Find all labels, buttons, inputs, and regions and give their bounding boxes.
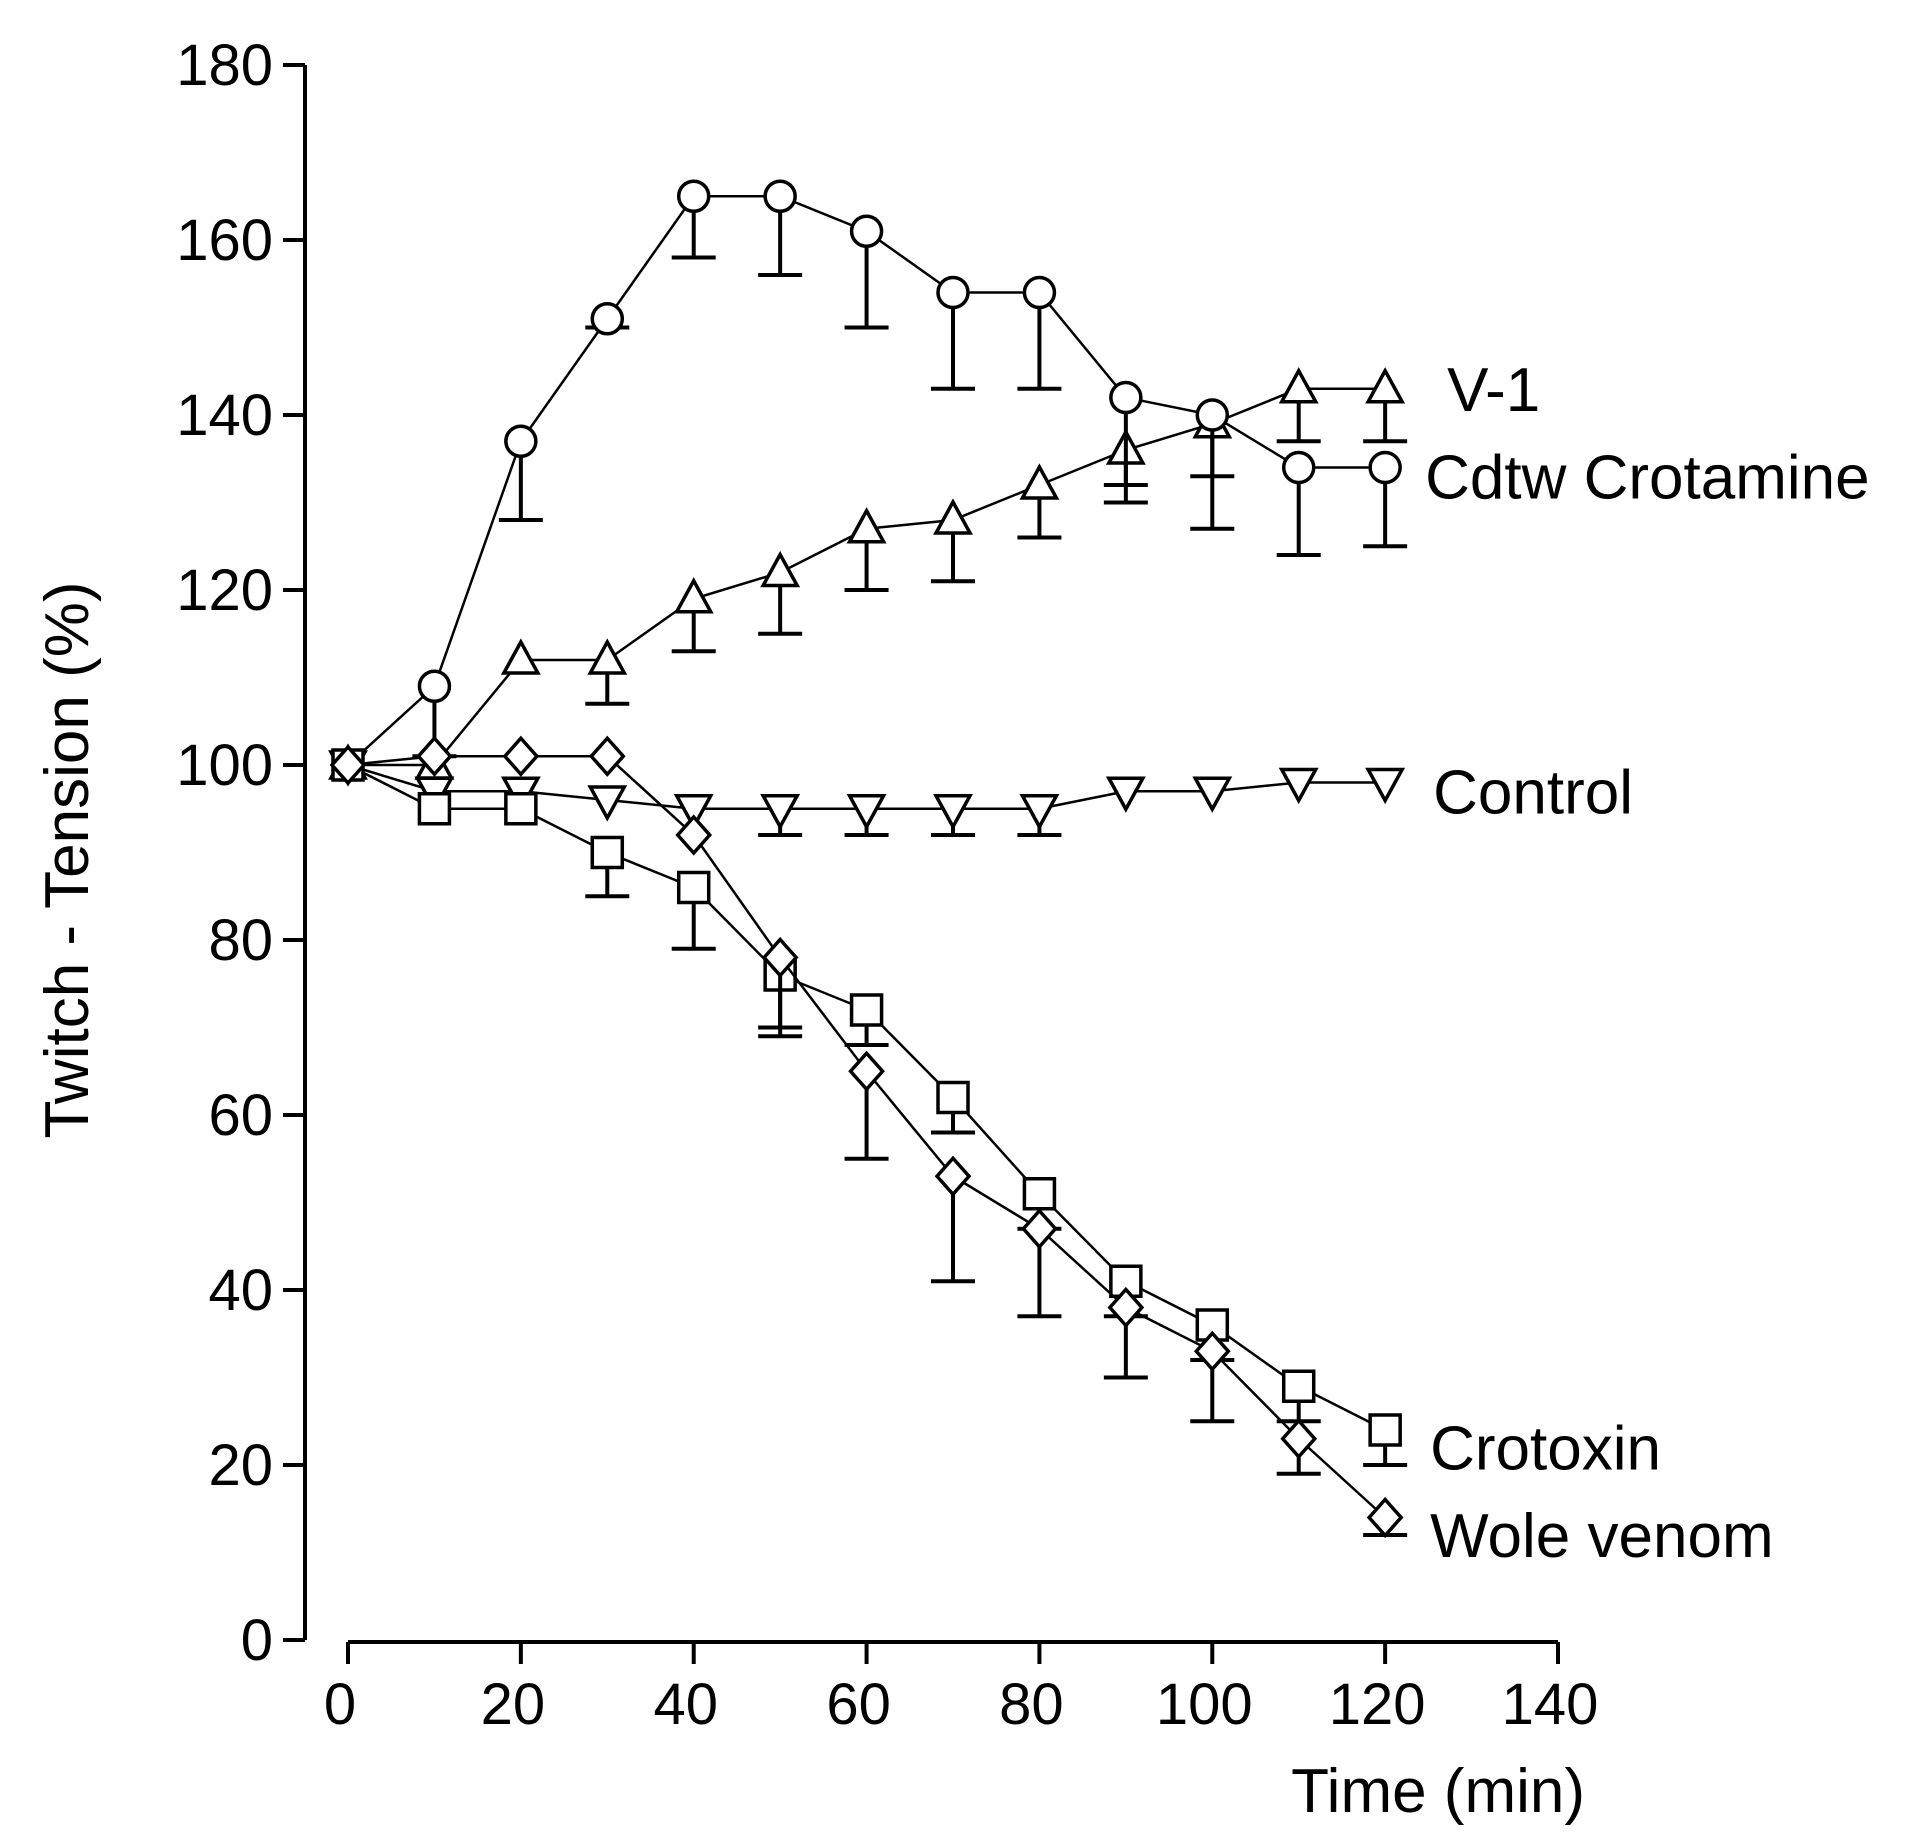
data-point [673,794,714,831]
series-label: V-1 [1447,356,1540,425]
x-tick-label: 80 [999,1672,1064,1737]
data-point [934,1155,972,1197]
x-axis-title: Time (min) [1291,1757,1585,1826]
series-wole-venom: Wole venom [329,735,1774,1571]
data-point [1365,367,1406,404]
x-tick-label: 60 [826,1672,891,1737]
y-tick-label: 160 [176,208,273,273]
x-tick-label: 20 [481,1672,546,1737]
data-point [587,785,628,822]
data-point [590,302,625,336]
data-point [760,794,801,831]
data-point [1022,1177,1057,1211]
y-tick-label: 120 [176,558,273,623]
x-tick-label: 0 [324,1672,356,1737]
x-tick-label: 40 [653,1672,718,1737]
data-point [1195,398,1230,432]
data-point [417,669,452,703]
series-crotoxin: Crotoxin [331,748,1661,1484]
data-point [933,794,973,831]
x-tick-label: 140 [1502,1672,1599,1737]
data-point [849,214,884,248]
data-point [1281,450,1316,485]
data-point [676,870,711,905]
plot-area: V-1 Cdtw Crotamine Control Crotoxin Wole ven… [328,179,1870,1571]
y-tick-label: 0 [241,1608,273,1673]
series-label: Control [1433,758,1633,827]
y-tick-label: 60 [208,1083,273,1148]
data-point [588,735,626,777]
series-label: Crotoxin [1430,1415,1661,1484]
data-point [1368,1413,1402,1447]
series-label: Wole venom [1430,1502,1773,1571]
data-point [1109,380,1143,415]
data-point [1021,1208,1058,1250]
data-point [848,1050,885,1092]
data-point [676,179,711,213]
data-point [504,424,538,458]
data-point [1365,767,1406,805]
data-point [1022,275,1057,310]
series-control: Control [328,750,1633,837]
data-point [1281,1369,1316,1403]
data-point [500,638,541,675]
x-ticks: 0 20 40 60 80 100 120 140 [324,1642,1599,1737]
data-point [936,1080,970,1115]
data-point [933,498,973,535]
y-ticks: 0 20 40 60 80 100 120 140 160 180 [176,33,305,1673]
data-point [1019,794,1060,831]
data-point [936,275,970,310]
data-point [1105,776,1146,813]
data-point [1107,1286,1145,1329]
x-tick-label: 100 [1156,1672,1253,1737]
data-point [1278,767,1319,805]
data-point [1278,367,1319,404]
data-point [1192,776,1233,813]
data-point [846,794,887,831]
y-tick-label: 140 [176,383,273,448]
data-point [761,936,799,979]
data-point [673,577,714,614]
data-point [502,735,540,777]
y-tick-label: 40 [208,1258,273,1323]
data-point [417,792,452,826]
y-tick-label: 20 [208,1433,273,1498]
data-point [760,550,801,588]
data-point [416,735,453,777]
data-point [1193,1330,1231,1372]
y-axis-title: Twitch - Tension (%) [33,581,102,1138]
data-point [1366,1496,1404,1539]
data-point [846,507,887,544]
data-point [1368,450,1402,485]
data-point [1280,1418,1318,1460]
data-point [675,814,713,856]
series-cdtw-crotamine: Cdtw Crotamine [331,179,1870,782]
y-tick-label: 80 [208,908,273,973]
series-v-1: V-1 [328,356,1540,780]
data-point [329,744,367,786]
data-point [763,179,797,213]
data-point [504,792,538,826]
x-tick-label: 120 [1329,1672,1426,1737]
data-point [587,638,628,675]
series-label: Cdtw Crotamine [1425,443,1869,512]
data-point [849,993,884,1027]
data-point [1019,463,1060,500]
axes [303,65,1558,1644]
y-tick-label: 180 [176,33,273,98]
y-tick-label: 100 [176,733,273,798]
data-point [590,835,625,870]
